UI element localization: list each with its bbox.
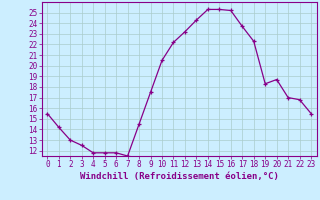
X-axis label: Windchill (Refroidissement éolien,°C): Windchill (Refroidissement éolien,°C) [80,172,279,181]
